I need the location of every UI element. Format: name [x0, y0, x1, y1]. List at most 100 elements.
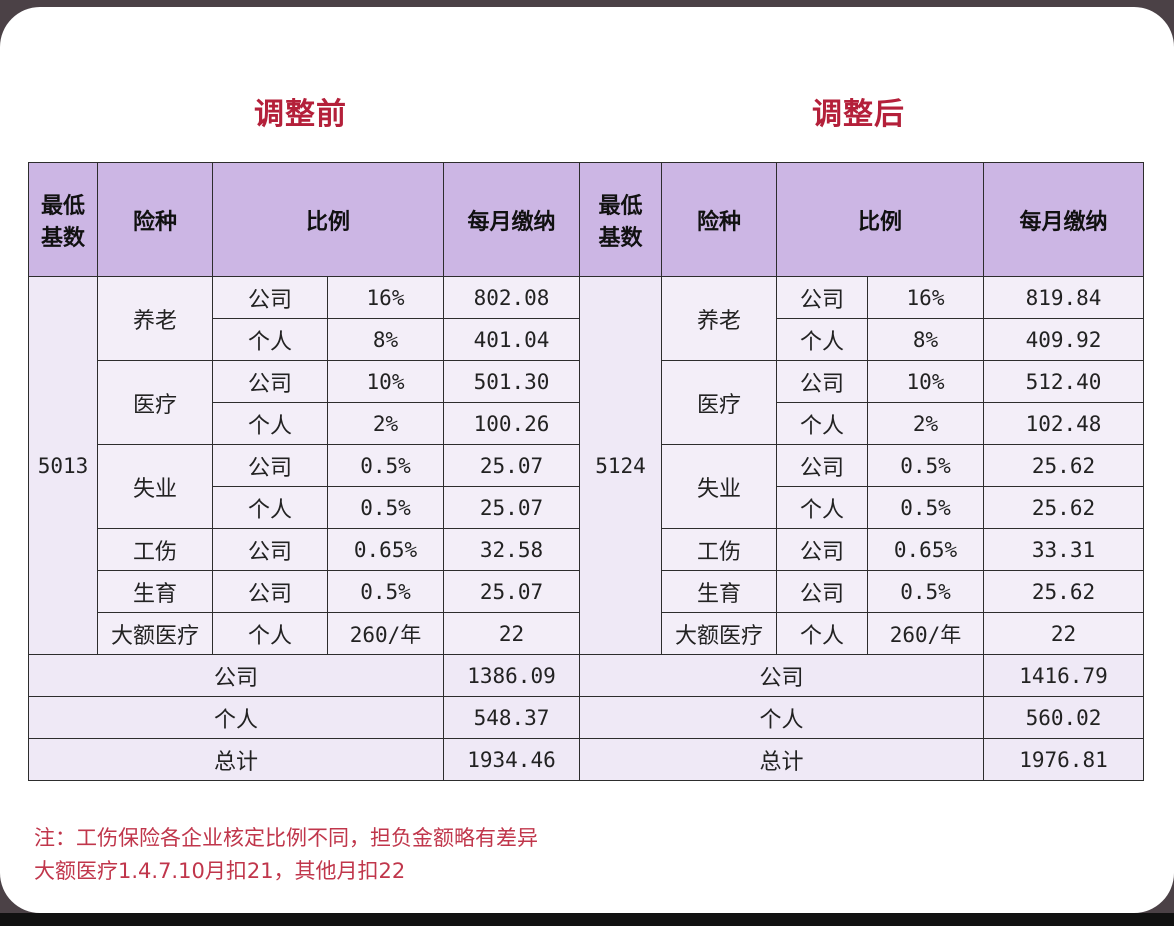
header-type: 险种 [661, 162, 777, 277]
total-row: 公司 1416.79 [579, 654, 1144, 697]
total-row: 公司 1386.09 [28, 654, 580, 697]
total-row: 总计 1976.81 [579, 738, 1144, 781]
party: 公司 [776, 570, 868, 613]
amount: 802.08 [443, 276, 580, 319]
table-row: 医疗 公司 10% 512.40 [580, 360, 1144, 445]
ratio: 0.65% [867, 528, 984, 571]
amount: 32.58 [443, 528, 580, 571]
amount: 501.30 [443, 360, 580, 403]
party: 公司 [212, 360, 328, 403]
note-line-2: 大额医疗1.4.7.10月扣21，其他月扣22 [34, 859, 406, 883]
insurance-type: 大额医疗 [661, 612, 777, 655]
ratio: 0.5% [867, 486, 984, 529]
total-amount: 1976.81 [983, 738, 1144, 781]
insurance-type: 养老 [97, 276, 213, 361]
ratio: 16% [327, 276, 444, 319]
amount: 33.31 [983, 528, 1144, 571]
party: 公司 [776, 276, 868, 319]
amount: 102.48 [983, 402, 1144, 445]
insurance-type: 养老 [661, 276, 777, 361]
insurance-type: 工伤 [97, 528, 213, 571]
header-ratio: 比例 [776, 162, 984, 277]
base-value: 5013 [28, 276, 98, 655]
party: 个人 [212, 612, 328, 655]
ratio: 8% [867, 318, 984, 361]
header-base: 最低 基数 [579, 162, 662, 277]
table-row: 失业 公司 0.5% 25.62 [580, 444, 1144, 529]
party: 公司 [776, 528, 868, 571]
amount: 22 [443, 612, 580, 655]
total-label: 公司 [579, 654, 984, 697]
total-row: 总计 1934.46 [28, 738, 580, 781]
ratio: 260/年 [867, 612, 984, 655]
amount: 819.84 [983, 276, 1144, 319]
total-label: 个人 [28, 696, 444, 739]
amount: 25.07 [443, 486, 580, 529]
party: 公司 [212, 276, 328, 319]
total-label: 公司 [28, 654, 444, 697]
ratio: 10% [327, 360, 444, 403]
ratio: 260/年 [327, 612, 444, 655]
insurance-type: 医疗 [97, 360, 213, 445]
table-row: 5124 养老 公司 16% 819.84 [579, 276, 1144, 655]
title-before: 调整前 [254, 97, 347, 132]
insurance-type: 生育 [97, 570, 213, 613]
party: 个人 [776, 612, 868, 655]
total-amount: 560.02 [983, 696, 1144, 739]
header-type: 险种 [97, 162, 213, 277]
party: 公司 [776, 360, 868, 403]
ratio: 2% [327, 402, 444, 445]
table-row: 大额医疗 个人 260/年 22 [580, 612, 1144, 655]
party: 个人 [212, 402, 328, 445]
table-row: 个人 0.5% 25.62 [580, 486, 1144, 529]
bottom-edge [0, 913, 1174, 926]
insurance-type: 生育 [661, 570, 777, 613]
party: 公司 [212, 444, 328, 487]
table-row: 失业 公司 0.5% 25.07 [29, 444, 580, 529]
title-after: 调整后 [812, 97, 905, 132]
amount: 512.40 [983, 360, 1144, 403]
base-value: 5124 [579, 276, 662, 655]
table-after: 最低 基数 险种 比例 每月缴纳 5124 养老 公司 16% 819.84 个人… [579, 162, 1144, 781]
table-row: 个人 8% 409.92 [580, 318, 1144, 361]
total-row: 个人 560.02 [579, 696, 1144, 739]
party: 个人 [776, 318, 868, 361]
ratio: 0.5% [867, 570, 984, 613]
ratio: 10% [867, 360, 984, 403]
insurance-type: 失业 [97, 444, 213, 529]
ratio: 8% [327, 318, 444, 361]
ratio: 0.5% [327, 570, 444, 613]
party: 公司 [776, 444, 868, 487]
insurance-type: 医疗 [661, 360, 777, 445]
total-label: 个人 [579, 696, 984, 739]
total-amount: 548.37 [443, 696, 580, 739]
ratio: 2% [867, 402, 984, 445]
party: 个人 [776, 486, 868, 529]
insurance-type: 工伤 [661, 528, 777, 571]
header-monthly: 每月缴纳 [443, 162, 580, 277]
table-before: 最低 基数 险种 比例 每月缴纳 5013 养老 公司 16% 802.08 个人… [28, 162, 580, 781]
header-ratio: 比例 [212, 162, 444, 277]
amount: 100.26 [443, 402, 580, 445]
ratio: 16% [867, 276, 984, 319]
amount: 409.92 [983, 318, 1144, 361]
amount: 22 [983, 612, 1144, 655]
insurance-type: 失业 [661, 444, 777, 529]
document-card: 调整前 调整后 最低 基数 险种 比例 每月缴纳 5013 养老 公司 [0, 7, 1174, 913]
header-monthly: 每月缴纳 [983, 162, 1144, 277]
total-row: 个人 548.37 [28, 696, 580, 739]
amount: 25.62 [983, 486, 1144, 529]
insurance-type: 大额医疗 [97, 612, 213, 655]
ratio: 0.65% [327, 528, 444, 571]
total-amount: 1386.09 [443, 654, 580, 697]
table-row: 生育 公司 0.5% 25.62 [580, 570, 1144, 613]
party: 公司 [212, 528, 328, 571]
party: 个人 [212, 486, 328, 529]
ratio: 0.5% [327, 486, 444, 529]
party: 公司 [212, 570, 328, 613]
table-row: 个人 0.5% 25.07 [29, 486, 580, 529]
table-row: 大额医疗 个人 260/年 22 [29, 612, 580, 655]
table-row: 医疗 公司 10% 501.30 [29, 360, 580, 445]
table-row: 个人 8% 401.04 [29, 318, 580, 361]
amount: 25.62 [983, 444, 1144, 487]
